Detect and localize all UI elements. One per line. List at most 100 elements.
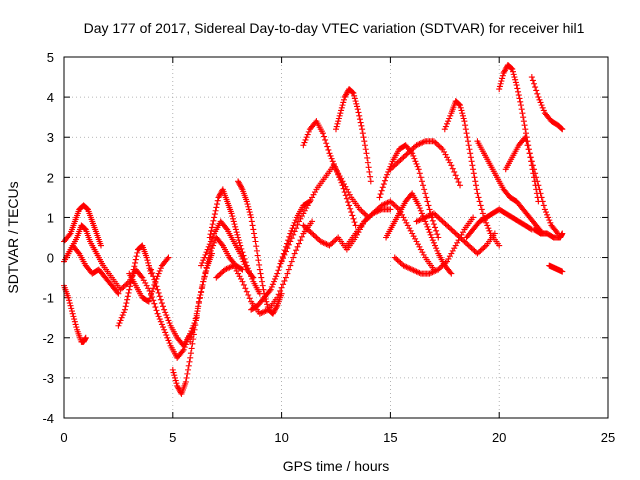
data-point <box>427 231 434 238</box>
data-point <box>230 215 237 222</box>
data-point <box>339 182 346 189</box>
data-point <box>397 259 404 266</box>
data-point <box>397 156 404 163</box>
data-point <box>456 101 463 108</box>
data-point <box>540 107 547 114</box>
data-point <box>229 213 236 220</box>
data-point <box>433 140 440 147</box>
data-point <box>418 210 425 217</box>
data-point <box>146 295 153 302</box>
data-point <box>413 238 420 245</box>
series-track-21 <box>383 190 455 277</box>
data-point <box>459 237 466 244</box>
data-point <box>528 74 535 81</box>
data-point <box>449 165 456 172</box>
data-point <box>455 233 462 240</box>
data-point <box>291 228 298 235</box>
data-point <box>435 214 442 221</box>
data-point <box>169 366 176 373</box>
data-point <box>528 158 535 165</box>
data-point <box>268 283 275 290</box>
data-point <box>259 282 266 289</box>
data-point <box>537 190 544 197</box>
data-point <box>126 286 133 293</box>
data-point <box>121 306 128 313</box>
data-point <box>361 210 368 217</box>
data-point <box>435 234 442 241</box>
data-point <box>277 287 284 294</box>
series-track-06 <box>126 254 172 305</box>
data-point <box>115 290 122 297</box>
data-point <box>336 112 343 119</box>
x-tick-label: 15 <box>383 430 397 445</box>
data-point <box>533 87 540 94</box>
series-track-13 <box>235 178 285 317</box>
data-point <box>73 324 80 331</box>
data-point <box>524 142 531 149</box>
data-point <box>187 338 194 345</box>
data-point <box>328 155 335 162</box>
grid-lines <box>64 57 608 418</box>
data-point <box>163 312 170 319</box>
data-point <box>470 170 477 177</box>
data-point <box>355 109 362 116</box>
data-point <box>164 334 171 341</box>
data-point <box>248 218 255 225</box>
data-point <box>238 245 245 252</box>
data-point <box>523 138 530 145</box>
data-point <box>525 146 532 153</box>
data-point <box>243 198 250 205</box>
data-point <box>188 334 195 341</box>
data-point <box>417 207 424 214</box>
data-point <box>414 163 421 170</box>
data-point <box>161 306 168 313</box>
data-point <box>522 134 529 141</box>
data-point <box>403 151 410 158</box>
data-point <box>338 104 345 111</box>
data-point <box>253 247 260 254</box>
data-point <box>337 110 344 117</box>
data-point <box>410 233 417 240</box>
data-point <box>173 380 180 387</box>
data-point <box>531 166 538 173</box>
data-point <box>149 288 156 295</box>
data-point <box>519 110 526 117</box>
data-point <box>467 154 474 161</box>
data-point <box>294 221 301 228</box>
data-point <box>470 166 477 173</box>
data-point <box>559 126 566 133</box>
data-point <box>338 107 345 114</box>
data-point <box>354 103 361 110</box>
data-point <box>356 112 363 119</box>
data-point <box>321 133 328 140</box>
x-tick-label: 5 <box>169 430 176 445</box>
data-point <box>75 249 82 256</box>
data-point <box>251 234 258 241</box>
data-point <box>460 115 467 122</box>
data-point <box>461 118 468 125</box>
data-point <box>354 106 361 113</box>
data-point <box>292 217 299 224</box>
data-point <box>330 238 337 245</box>
data-point <box>195 300 202 307</box>
data-point <box>253 243 260 250</box>
data-point <box>432 139 439 146</box>
data-point <box>142 279 149 286</box>
data-point <box>401 152 408 159</box>
data-point <box>340 96 347 103</box>
data-point <box>454 239 461 246</box>
data-point <box>333 235 340 242</box>
data-point <box>349 89 356 96</box>
data-point <box>323 140 330 147</box>
data-point <box>334 168 341 175</box>
data-point <box>343 195 350 202</box>
data-point <box>319 130 326 137</box>
data-point <box>200 278 207 285</box>
data-point <box>365 214 372 221</box>
data-point <box>125 289 132 296</box>
data-point <box>303 134 310 141</box>
data-point <box>356 116 363 123</box>
data-point <box>267 286 274 293</box>
data-point <box>117 317 124 324</box>
data-point <box>327 152 334 159</box>
